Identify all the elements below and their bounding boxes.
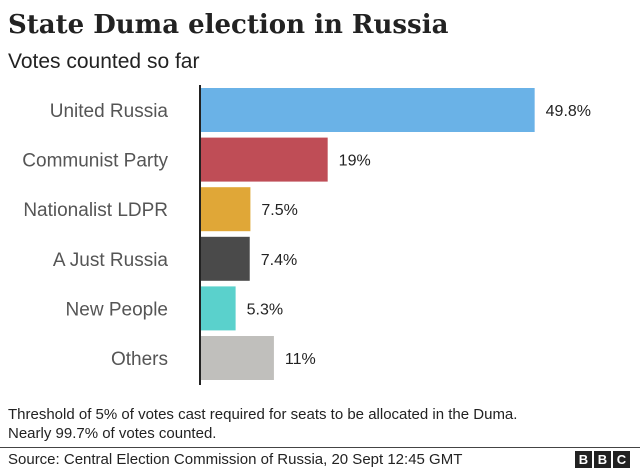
- logo-letter: B: [575, 451, 592, 468]
- footer-divider: [0, 447, 640, 448]
- category-label: New People: [66, 299, 168, 320]
- value-label: 5.3%: [247, 301, 283, 318]
- bbc-logo: B B C: [575, 451, 630, 468]
- value-label: 19%: [339, 153, 371, 170]
- count-note: Nearly 99.7% of votes counted.: [8, 425, 217, 442]
- chart-title: State Duma election in Russia: [8, 10, 449, 40]
- source-text: Source: Central Election Commission of R…: [8, 451, 463, 468]
- logo-letter: C: [613, 451, 630, 468]
- bar-communist-party: [200, 137, 328, 182]
- category-label: Others: [111, 349, 168, 370]
- bar-nationalist-ldpr: [200, 187, 251, 232]
- value-label: 49.8%: [546, 103, 591, 120]
- bar-others: [200, 336, 274, 380]
- logo-letter: B: [594, 451, 611, 468]
- threshold-note: Threshold of 5% of votes cast required f…: [8, 406, 518, 423]
- bar-new-people: [200, 286, 236, 331]
- bar-a-just-russia: [200, 236, 250, 281]
- value-label: 11%: [285, 351, 316, 368]
- category-label: United Russia: [50, 101, 169, 122]
- bar-chart: United Russia 49.8% Communist Party 19% Nati…: [22, 85, 591, 385]
- bar-united-russia: [200, 88, 535, 132]
- value-label: 7.4%: [261, 252, 297, 269]
- category-label: Communist Party: [22, 151, 168, 172]
- category-label: Nationalist LDPR: [23, 200, 168, 221]
- chart-subtitle: Votes counted so far: [8, 50, 200, 73]
- value-label: 7.5%: [261, 202, 297, 219]
- category-label: A Just Russia: [53, 250, 169, 271]
